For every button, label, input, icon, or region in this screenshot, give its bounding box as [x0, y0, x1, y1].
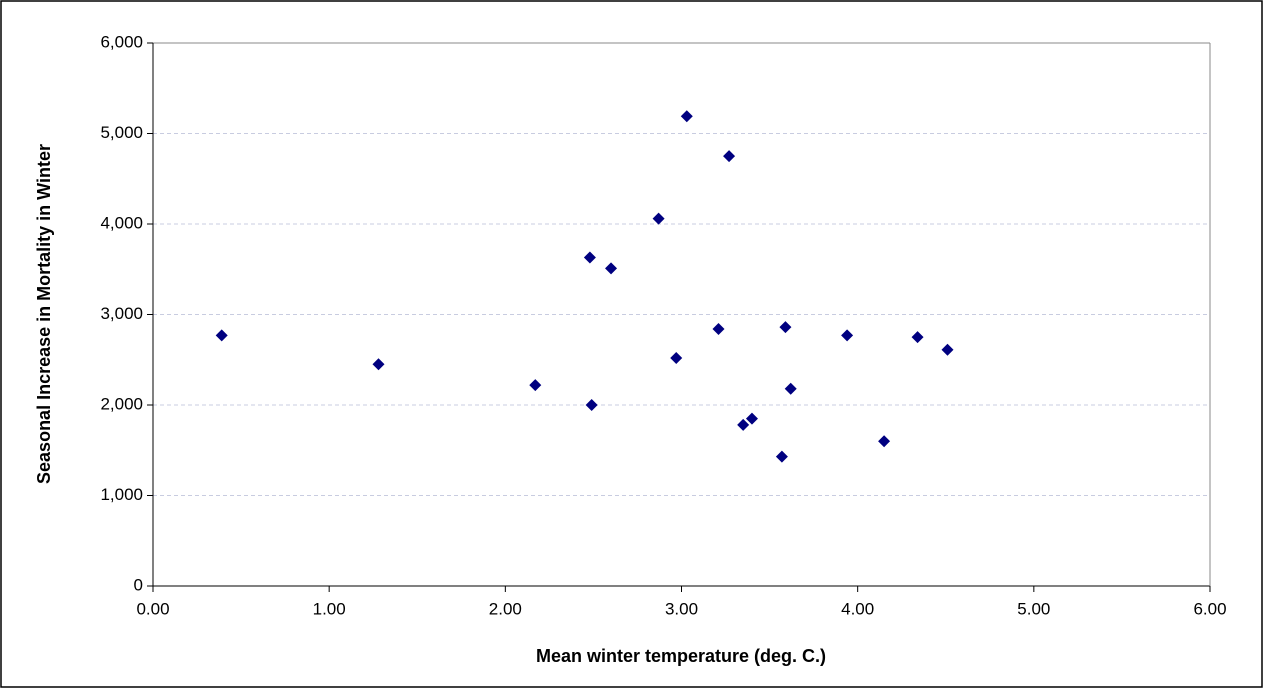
x-tick-label: 6.00: [1193, 599, 1226, 618]
point: [372, 358, 385, 371]
point: [680, 110, 693, 123]
y-tick-label: 3,000: [100, 304, 143, 323]
point: [712, 322, 725, 335]
point: [779, 321, 792, 334]
point: [529, 379, 542, 392]
point: [784, 382, 797, 395]
x-tick-label: 0.00: [136, 599, 169, 618]
point: [723, 150, 736, 163]
point: [652, 212, 665, 225]
x-tick-label: 3.00: [665, 599, 698, 618]
point: [941, 343, 954, 356]
x-axis-label: Mean winter temperature (deg. C.): [536, 646, 826, 666]
point: [605, 262, 618, 275]
y-tick-label: 6,000: [100, 32, 143, 51]
y-tick-label: 2,000: [100, 394, 143, 413]
point: [215, 329, 228, 342]
point: [670, 351, 683, 364]
point: [775, 450, 788, 463]
x-tick-label: 2.00: [489, 599, 522, 618]
point: [878, 435, 891, 448]
y-axis-label: Seasonal Increase in Mortality in Winter: [34, 144, 54, 484]
point: [911, 331, 924, 344]
point: [745, 412, 758, 425]
point: [737, 418, 750, 431]
y-tick-label: 0: [134, 575, 143, 594]
point: [583, 251, 596, 264]
y-tick-label: 1,000: [100, 485, 143, 504]
x-tick-label: 5.00: [1017, 599, 1050, 618]
y-tick-label: 5,000: [100, 123, 143, 142]
point: [585, 399, 598, 411]
x-tick-label: 1.00: [313, 599, 346, 618]
point: [841, 329, 854, 342]
y-tick-label: 4,000: [100, 213, 143, 232]
x-tick-label: 4.00: [841, 599, 874, 618]
